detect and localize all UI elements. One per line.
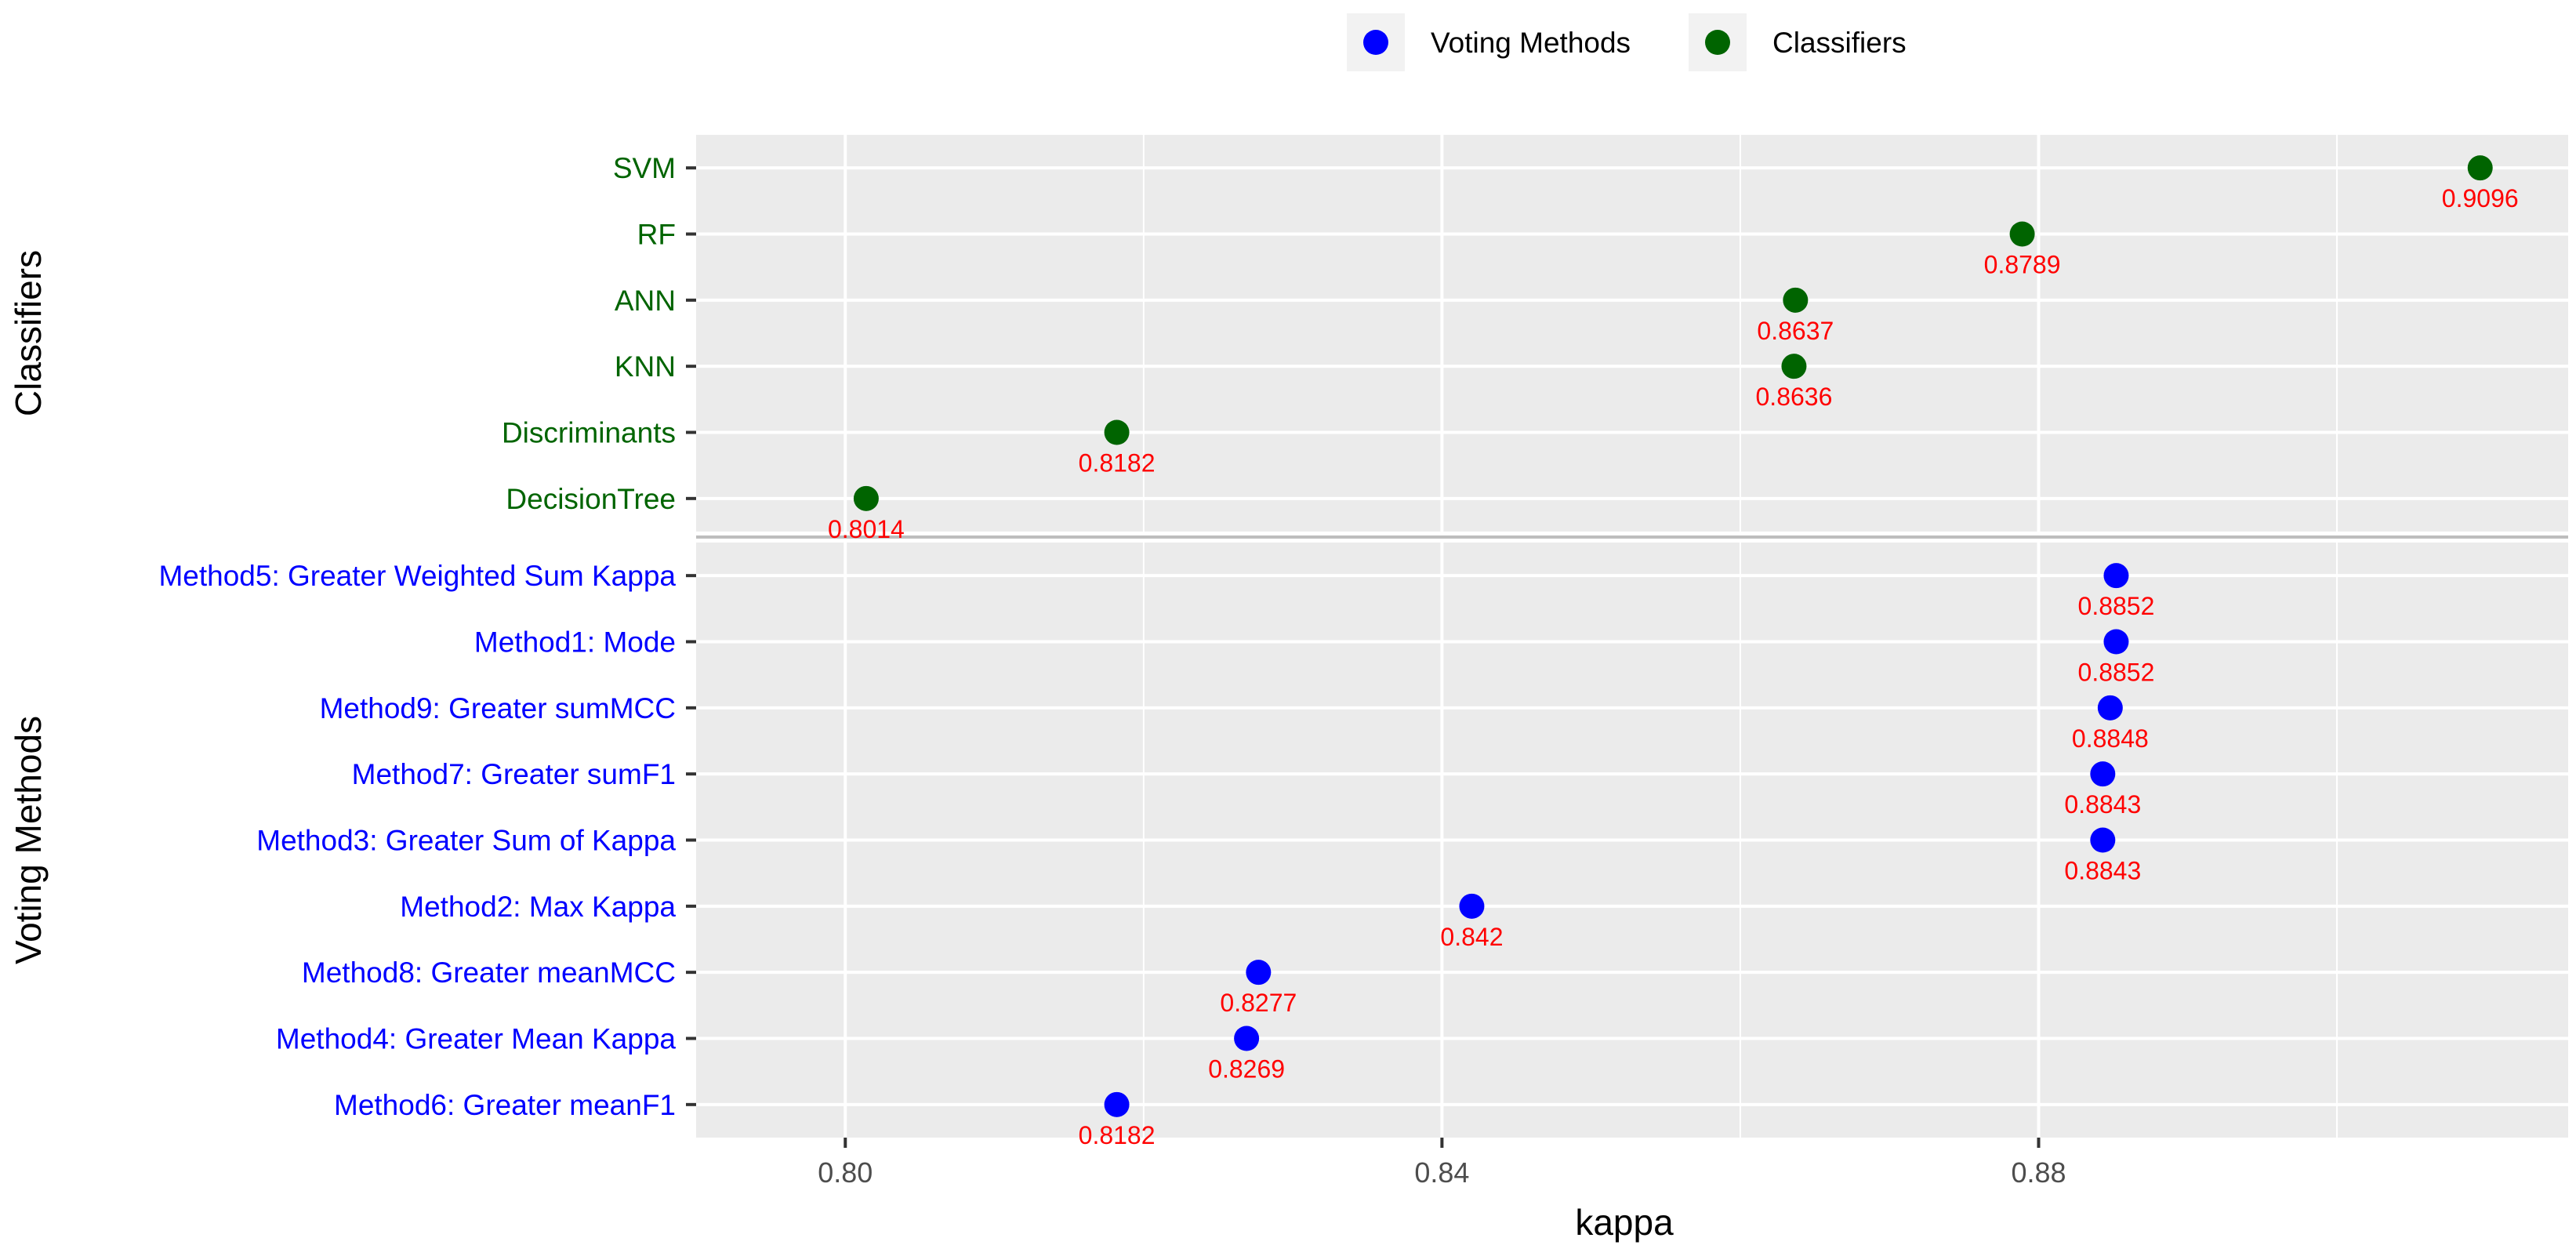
- data-value-label: 0.8637: [1757, 317, 1834, 345]
- y-category-label: Method3: Greater Sum of Kappa: [256, 825, 676, 857]
- y-category-label: Discriminants: [502, 417, 676, 449]
- y-category-label: Method4: Greater Mean Kappa: [276, 1023, 677, 1055]
- y-category-label: ANN: [615, 285, 676, 317]
- data-value-label: 0.8843: [2064, 790, 2141, 819]
- y-category-label: KNN: [615, 350, 676, 383]
- panel-strip-label: Voting Methods: [8, 716, 49, 964]
- data-value-label: 0.842: [1440, 923, 1503, 951]
- data-point: [1104, 1091, 1130, 1117]
- data-value-label: 0.8636: [1756, 383, 1833, 411]
- x-tick-label: 0.84: [1414, 1156, 1469, 1189]
- data-point: [1104, 419, 1130, 445]
- panel-strip-label: Classifiers: [8, 250, 49, 416]
- y-category-label: Method1: Mode: [474, 626, 676, 659]
- y-category-label: Method5: Greater Weighted Sum Kappa: [158, 560, 676, 592]
- data-value-label: 0.8182: [1079, 1121, 1156, 1149]
- data-value-label: 0.8269: [1208, 1055, 1285, 1084]
- data-value-label: 0.8843: [2064, 857, 2141, 885]
- y-category-label: Method7: Greater sumF1: [352, 758, 676, 790]
- y-category-label: SVM: [613, 152, 676, 184]
- data-point: [1781, 354, 1807, 379]
- data-point: [853, 485, 879, 511]
- data-value-label: 0.8852: [2078, 659, 2155, 687]
- data-value-label: 0.8789: [1984, 251, 2061, 279]
- data-point: [2090, 761, 2116, 787]
- x-axis-title: kappa: [1575, 1202, 1674, 1243]
- y-category-label: RF: [637, 219, 676, 251]
- data-point: [2103, 563, 2129, 589]
- y-category-label: Method2: Max Kappa: [400, 891, 676, 923]
- legend-label: Voting Methods: [1431, 27, 1631, 59]
- x-tick-label: 0.88: [2011, 1156, 2066, 1189]
- plot-panel-background: [696, 135, 2568, 1138]
- data-point: [2467, 155, 2493, 181]
- data-value-label: 0.9096: [2442, 184, 2519, 212]
- data-point: [1459, 893, 1485, 919]
- data-point: [1246, 960, 1272, 986]
- legend-key-dot: [1705, 30, 1730, 55]
- y-category-label: Method6: Greater meanF1: [334, 1089, 676, 1121]
- data-point: [1234, 1025, 1260, 1051]
- data-point: [2103, 629, 2129, 655]
- legend-key-dot: [1363, 30, 1388, 55]
- data-point: [2097, 695, 2123, 721]
- data-value-label: 0.8852: [2078, 592, 2155, 620]
- data-value-label: 0.8277: [1220, 989, 1297, 1017]
- data-value-label: 0.8182: [1079, 449, 1156, 477]
- data-value-label: 0.8848: [2072, 724, 2149, 753]
- x-tick-label: 0.80: [818, 1156, 873, 1189]
- y-category-label: Method8: Greater meanMCC: [302, 957, 676, 989]
- data-point: [2090, 827, 2116, 853]
- data-point: [2009, 221, 2035, 247]
- data-value-label: 0.8014: [828, 515, 905, 543]
- data-point: [1783, 287, 1809, 313]
- y-category-label: DecisionTree: [506, 483, 676, 515]
- legend-label: Classifiers: [1772, 27, 1907, 59]
- y-category-label: Method9: Greater sumMCC: [320, 692, 676, 724]
